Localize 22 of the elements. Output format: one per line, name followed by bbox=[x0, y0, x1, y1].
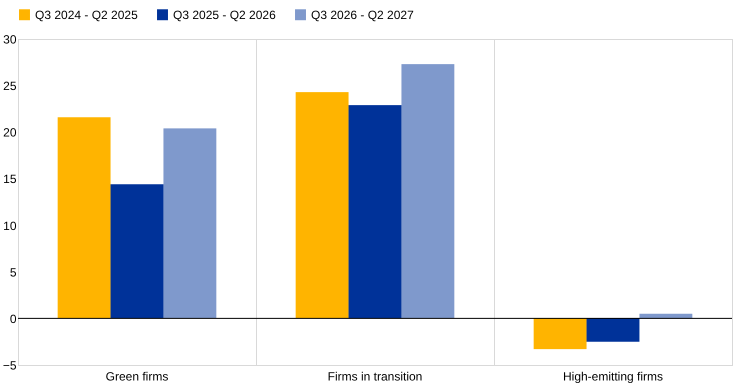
bar bbox=[534, 318, 587, 350]
bar bbox=[163, 128, 216, 318]
y-tick-label: 15 bbox=[3, 172, 17, 186]
bar bbox=[348, 105, 402, 318]
y-tick-label: 10 bbox=[3, 218, 17, 233]
bar bbox=[401, 64, 454, 318]
legend-label: Q3 2025 - Q2 2026 bbox=[173, 8, 276, 22]
legend-label: Q3 2024 - Q2 2025 bbox=[35, 8, 138, 22]
bar bbox=[58, 117, 111, 318]
y-tick-label: 20 bbox=[3, 126, 17, 140]
y-tick-label: 25 bbox=[3, 79, 17, 94]
y-tick-label: 30 bbox=[3, 32, 17, 46]
bar bbox=[110, 184, 164, 318]
y-tick-label: −5 bbox=[2, 358, 17, 372]
legend-label: Q3 2026 - Q2 2027 bbox=[311, 8, 414, 22]
x-tick-label: Green firms bbox=[106, 370, 168, 384]
bar bbox=[586, 318, 640, 342]
y-tick-label: 0 bbox=[10, 312, 17, 326]
bar bbox=[296, 92, 349, 318]
x-tick-label: High-emitting firms bbox=[562, 370, 664, 384]
x-tick-label: Firms in transition bbox=[328, 370, 422, 384]
y-tick-label: 5 bbox=[10, 265, 17, 280]
